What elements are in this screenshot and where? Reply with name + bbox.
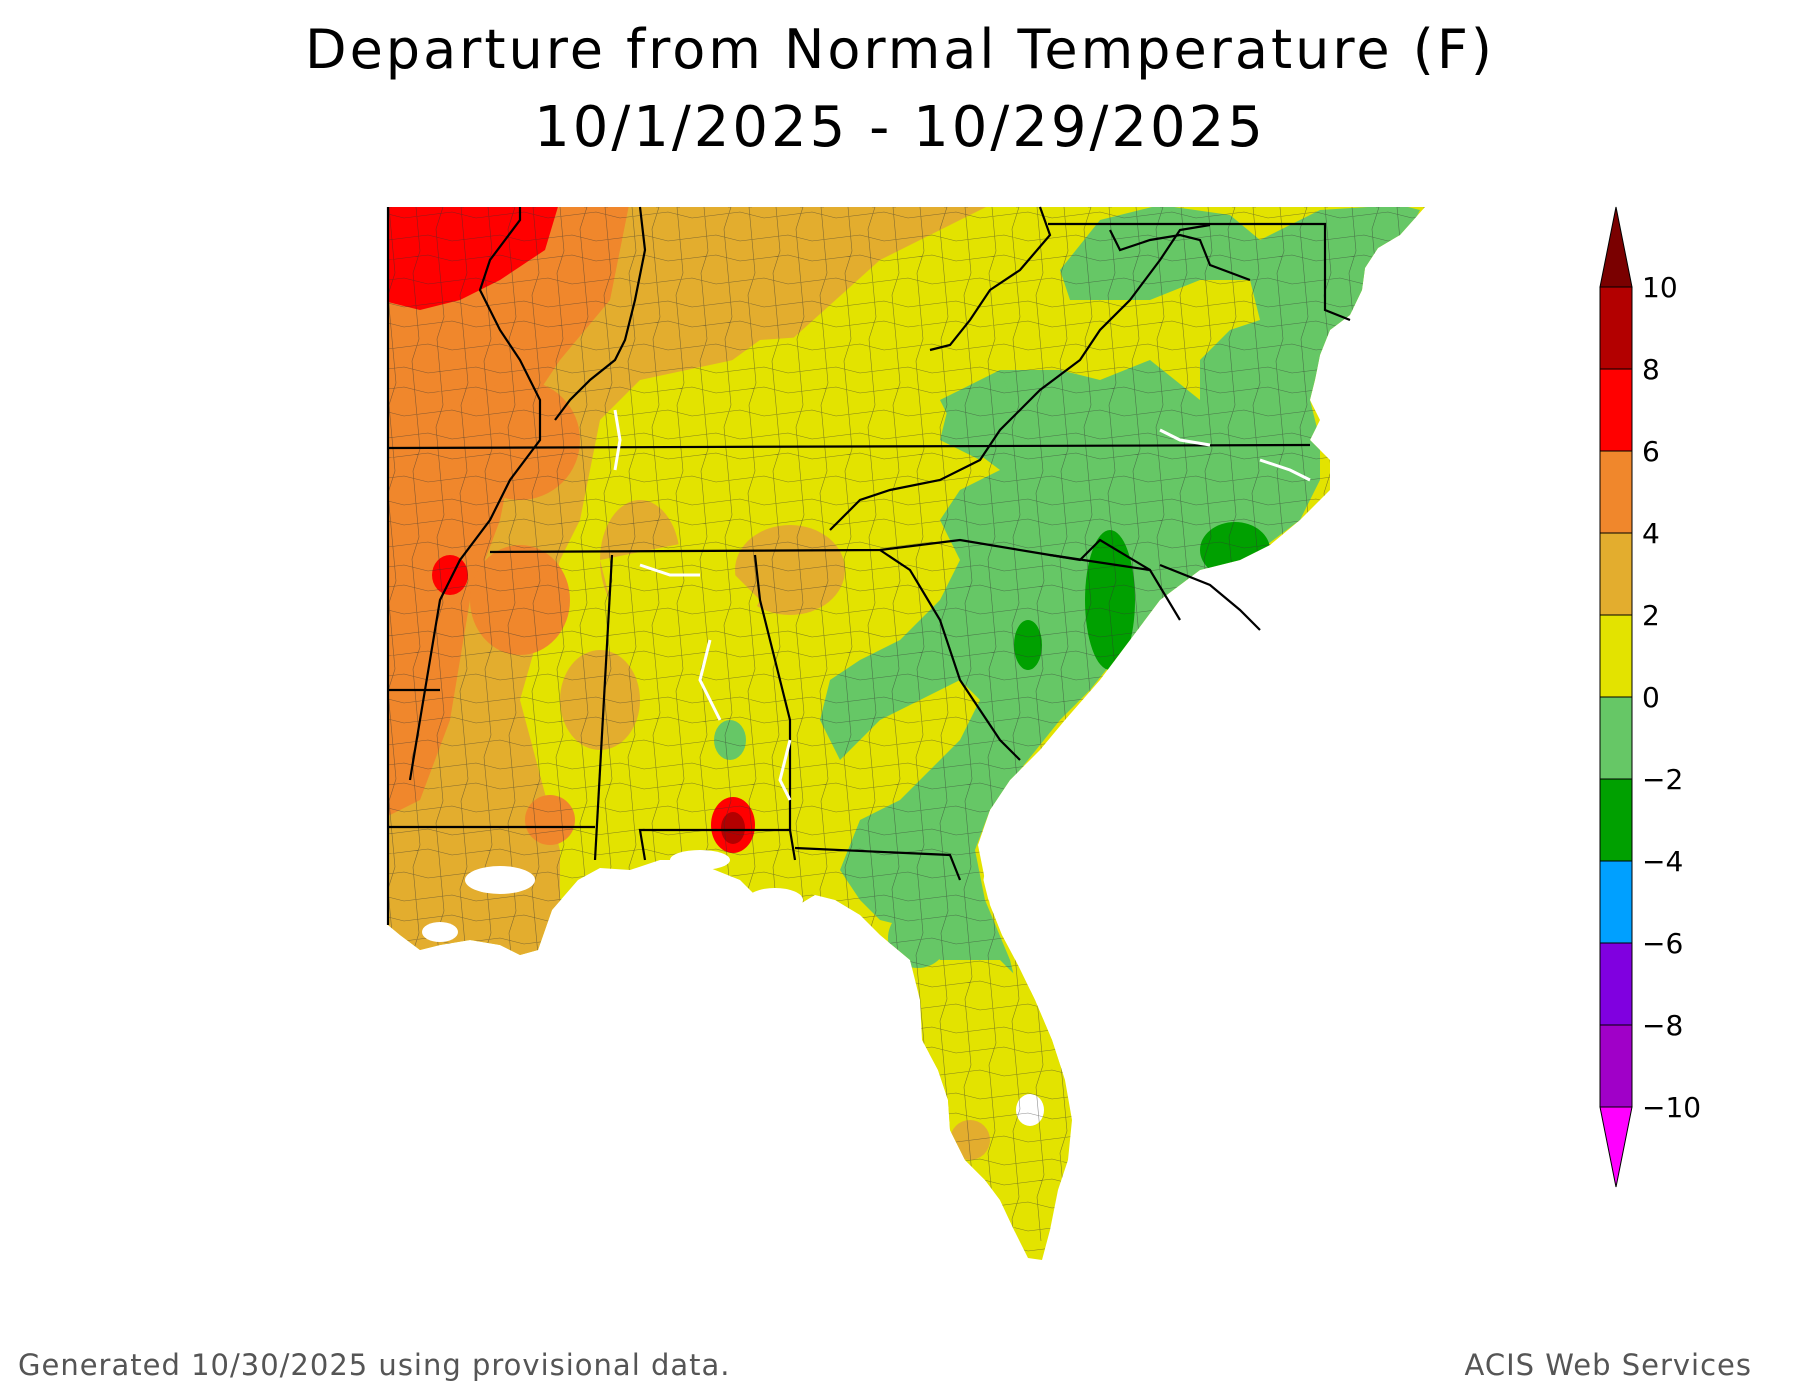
legend-tick-label: 4 (1642, 517, 1660, 550)
legend-bin (1599, 368, 1633, 452)
legend-tick-label: 2 (1642, 599, 1660, 632)
legend-top-arrow (1599, 206, 1633, 288)
coastal-water (422, 850, 803, 942)
legend-tick-label: −4 (1642, 845, 1683, 878)
legend-bin (1599, 450, 1633, 534)
legend-bin (1599, 696, 1633, 780)
legend-bottom-arrow (1599, 1106, 1633, 1188)
legend-bin (1599, 942, 1633, 1026)
legend-tick-label: 0 (1642, 681, 1660, 714)
rivers (613, 409, 1311, 901)
credit-label: ACIS Web Services (1464, 1348, 1752, 1382)
legend-tick-label: −8 (1642, 1009, 1683, 1042)
legend-tick-label: −2 (1642, 763, 1683, 796)
legend-bin (1599, 1024, 1633, 1108)
legend-bin (1599, 860, 1633, 944)
date-range-subtitle: 10/1/2025 - 10/29/2025 (534, 95, 1266, 160)
legend-tick-label: 10 (1642, 271, 1678, 304)
state-boundaries (386, 206, 1351, 925)
map-title: Departure from Normal Temperature (F) (305, 18, 1495, 81)
legend-bin (1599, 286, 1633, 370)
generated-note: Generated 10/30/2025 using provisional d… (18, 1348, 731, 1382)
legend-bin (1599, 532, 1633, 616)
legend-bin (1599, 614, 1633, 698)
legend-bin (1599, 778, 1633, 862)
legend-tick-label: −6 (1642, 927, 1683, 960)
legend-tick-label: −10 (1642, 1091, 1701, 1124)
legend-tick-label: 8 (1642, 353, 1660, 386)
legend-tick-label: 6 (1642, 435, 1660, 468)
